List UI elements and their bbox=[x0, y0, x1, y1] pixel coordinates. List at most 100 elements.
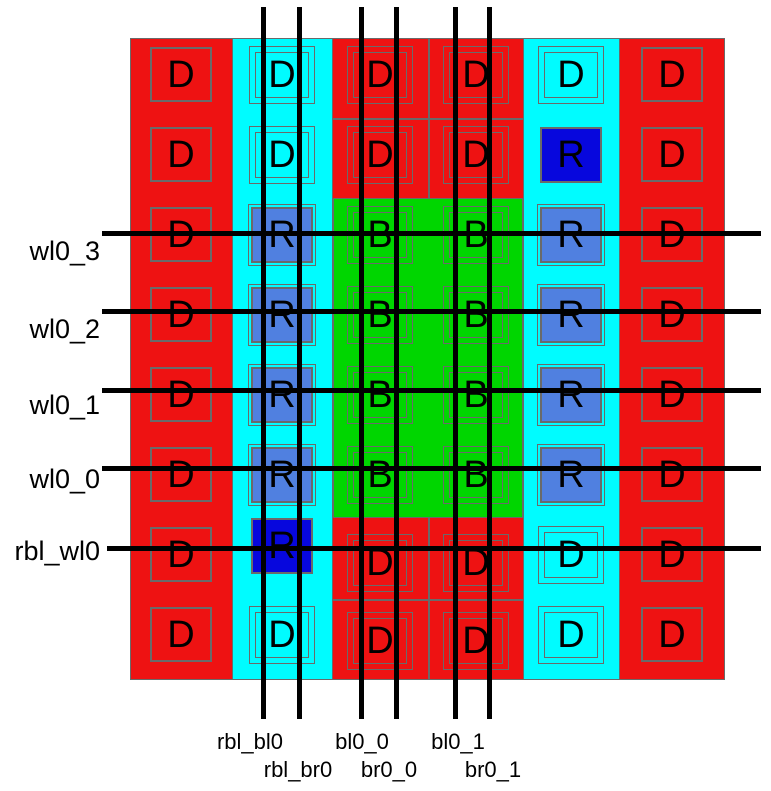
cell-r2-c1-letter: D bbox=[167, 134, 195, 176]
bitline-br0_0 bbox=[393, 7, 399, 719]
cell-r6-c6-outline bbox=[641, 447, 703, 502]
cell-r2-c2-outline-outer bbox=[249, 126, 315, 184]
cell-r8-c3-outline-outer bbox=[347, 612, 413, 670]
cell-r2-c3-outline-inner bbox=[353, 132, 407, 178]
wordline-label-wl0_2: wl0_2 bbox=[29, 314, 100, 344]
cell-r5-c2-outline-outer bbox=[248, 364, 316, 426]
cell-r7-c4-outline-outer bbox=[443, 534, 509, 592]
cell-r5-c4-outline-outer bbox=[443, 366, 509, 424]
cell-r6-c4-outline-outer bbox=[443, 446, 509, 504]
cell-r7-c3-outline-outer bbox=[347, 534, 413, 592]
bitline-label-rbl_br0: rbl_br0 bbox=[263, 757, 333, 782]
cell-r4-c4-outline-outer bbox=[443, 286, 509, 344]
cell-r4-c2-outline-outer bbox=[248, 284, 316, 346]
cell-r5-c4-outline-inner bbox=[449, 372, 503, 418]
cell-r6-c4-letter: B bbox=[463, 454, 489, 496]
cell-r5-c6-outline bbox=[641, 367, 703, 422]
bitline-label-rbl_bl0: rbl_bl0 bbox=[216, 729, 284, 754]
cell-r5-c3-outline-outer bbox=[347, 366, 413, 424]
wordline-label-wl0_3: wl0_3 bbox=[29, 236, 100, 266]
cell-r8-c6-outline bbox=[641, 607, 703, 662]
cell-r1-c5-outline-outer bbox=[538, 46, 604, 104]
cell-r8-c2-outline-inner bbox=[255, 612, 309, 658]
cell-r2-c2-letter: D bbox=[268, 134, 296, 176]
cell-r7-c5-outline-inner bbox=[544, 532, 598, 578]
bitline-bl0_1 bbox=[452, 7, 458, 719]
wordline-label-wl0_1: wl0_1 bbox=[29, 390, 100, 420]
cell-r2-c4-outline-outer bbox=[443, 126, 509, 184]
cell-r5-c2-letter: R bbox=[268, 374, 296, 416]
bitline-rbl_bl0 bbox=[260, 7, 266, 719]
cell-r5-c1-outline bbox=[150, 367, 212, 422]
cell-r8-c1-letter: D bbox=[167, 614, 195, 656]
cell-r2-c3-outline-outer bbox=[347, 126, 413, 184]
cell-r8-c5-letter: D bbox=[557, 614, 585, 656]
cell-r7-c1-letter: D bbox=[167, 534, 195, 576]
cell-r8-c6-letter: D bbox=[658, 614, 686, 656]
cell-r7-c3-outline-inner bbox=[353, 540, 407, 586]
cell-r1-c5-letter: D bbox=[557, 54, 585, 96]
cell-r7-c1-outline bbox=[150, 527, 212, 582]
cell-r1-c3-letter: D bbox=[366, 54, 394, 96]
cell-r6-c6-letter: D bbox=[658, 454, 686, 496]
cell-r8-c1-outline bbox=[150, 607, 212, 662]
cell-r2-c2-outline-inner bbox=[255, 132, 309, 178]
cell-r8-c4-letter: D bbox=[462, 620, 490, 662]
cell-r6-c5-outline-outer bbox=[537, 444, 605, 506]
cell-r8-c5-outline-outer bbox=[538, 606, 604, 664]
cell-r2-c4-letter: D bbox=[462, 134, 490, 176]
cell-r1-c1-letter: D bbox=[167, 54, 195, 96]
cell-r1-c4-letter: D bbox=[462, 54, 490, 96]
bitline-label-bl0_1: bl0_1 bbox=[431, 729, 485, 754]
cell-r4-c5-outline-outer bbox=[537, 284, 605, 346]
tile-boundary-line-3 bbox=[428, 518, 430, 680]
cell-r5-c1-letter: D bbox=[167, 374, 195, 416]
cell-r2-c5-letter: R bbox=[557, 134, 585, 176]
cell-r8-c2-letter: D bbox=[268, 614, 296, 656]
bitline-bl0_0 bbox=[358, 7, 364, 719]
cell-r7-c6-letter: D bbox=[658, 534, 686, 576]
wordline-wl0_0 bbox=[102, 465, 761, 471]
cell-r4-c6-letter: D bbox=[658, 294, 686, 336]
cell-r8-c2-outline-outer bbox=[249, 606, 315, 664]
cell-r6-c1-letter: D bbox=[167, 454, 195, 496]
cell-r6-c5-letter: R bbox=[557, 454, 585, 496]
cell-r6-c5-fill bbox=[540, 447, 602, 503]
cell-r1-c3-outline-outer bbox=[347, 46, 413, 104]
cell-r2-c6-letter: D bbox=[658, 134, 686, 176]
cell-r1-c6-outline bbox=[641, 47, 703, 102]
cell-r6-c4-outline-inner bbox=[449, 452, 503, 498]
cell-r4-c3-outline-inner bbox=[353, 292, 407, 338]
cell-r1-c3-outline-inner bbox=[353, 52, 407, 98]
cell-r2-c3-letter: D bbox=[366, 134, 394, 176]
cell-r6-c2-outline-outer bbox=[248, 444, 316, 506]
cell-r6-c3-outline-outer bbox=[347, 446, 413, 504]
wordline-wl0_2 bbox=[102, 308, 761, 314]
cell-r1-c2-outline-inner bbox=[255, 52, 309, 98]
wordline-label-wl0_0: wl0_0 bbox=[29, 464, 100, 494]
wordline-label-rbl_wl0: rbl_wl0 bbox=[14, 536, 100, 566]
cell-r5-c5-outline-outer bbox=[537, 364, 605, 426]
bitline-label-bl0_0: bl0_0 bbox=[335, 729, 389, 754]
cell-r4-c4-letter: B bbox=[463, 294, 489, 336]
bitline-rbl_br0 bbox=[296, 7, 302, 719]
cell-r8-c5-outline-inner bbox=[544, 612, 598, 658]
cell-r4-c5-fill bbox=[540, 287, 602, 343]
cell-r1-c5-outline-inner bbox=[544, 52, 598, 98]
tile-boundary-line-2 bbox=[428, 38, 430, 198]
cell-r8-c4-outline-inner bbox=[449, 618, 503, 664]
cell-r5-c4-letter: B bbox=[463, 374, 489, 416]
cell-r5-c6-letter: D bbox=[658, 374, 686, 416]
cell-r5-c5-fill bbox=[540, 367, 602, 423]
cell-r8-c3-letter: D bbox=[366, 620, 394, 662]
cell-r2-c6-outline bbox=[641, 127, 703, 182]
cell-r7-c6-outline bbox=[641, 527, 703, 582]
wordline-wl0_1 bbox=[102, 387, 761, 393]
wordline-rbl_wl0 bbox=[107, 545, 761, 551]
cell-r5-c3-letter: B bbox=[367, 374, 393, 416]
cell-r1-c2-outline-outer bbox=[249, 46, 315, 104]
